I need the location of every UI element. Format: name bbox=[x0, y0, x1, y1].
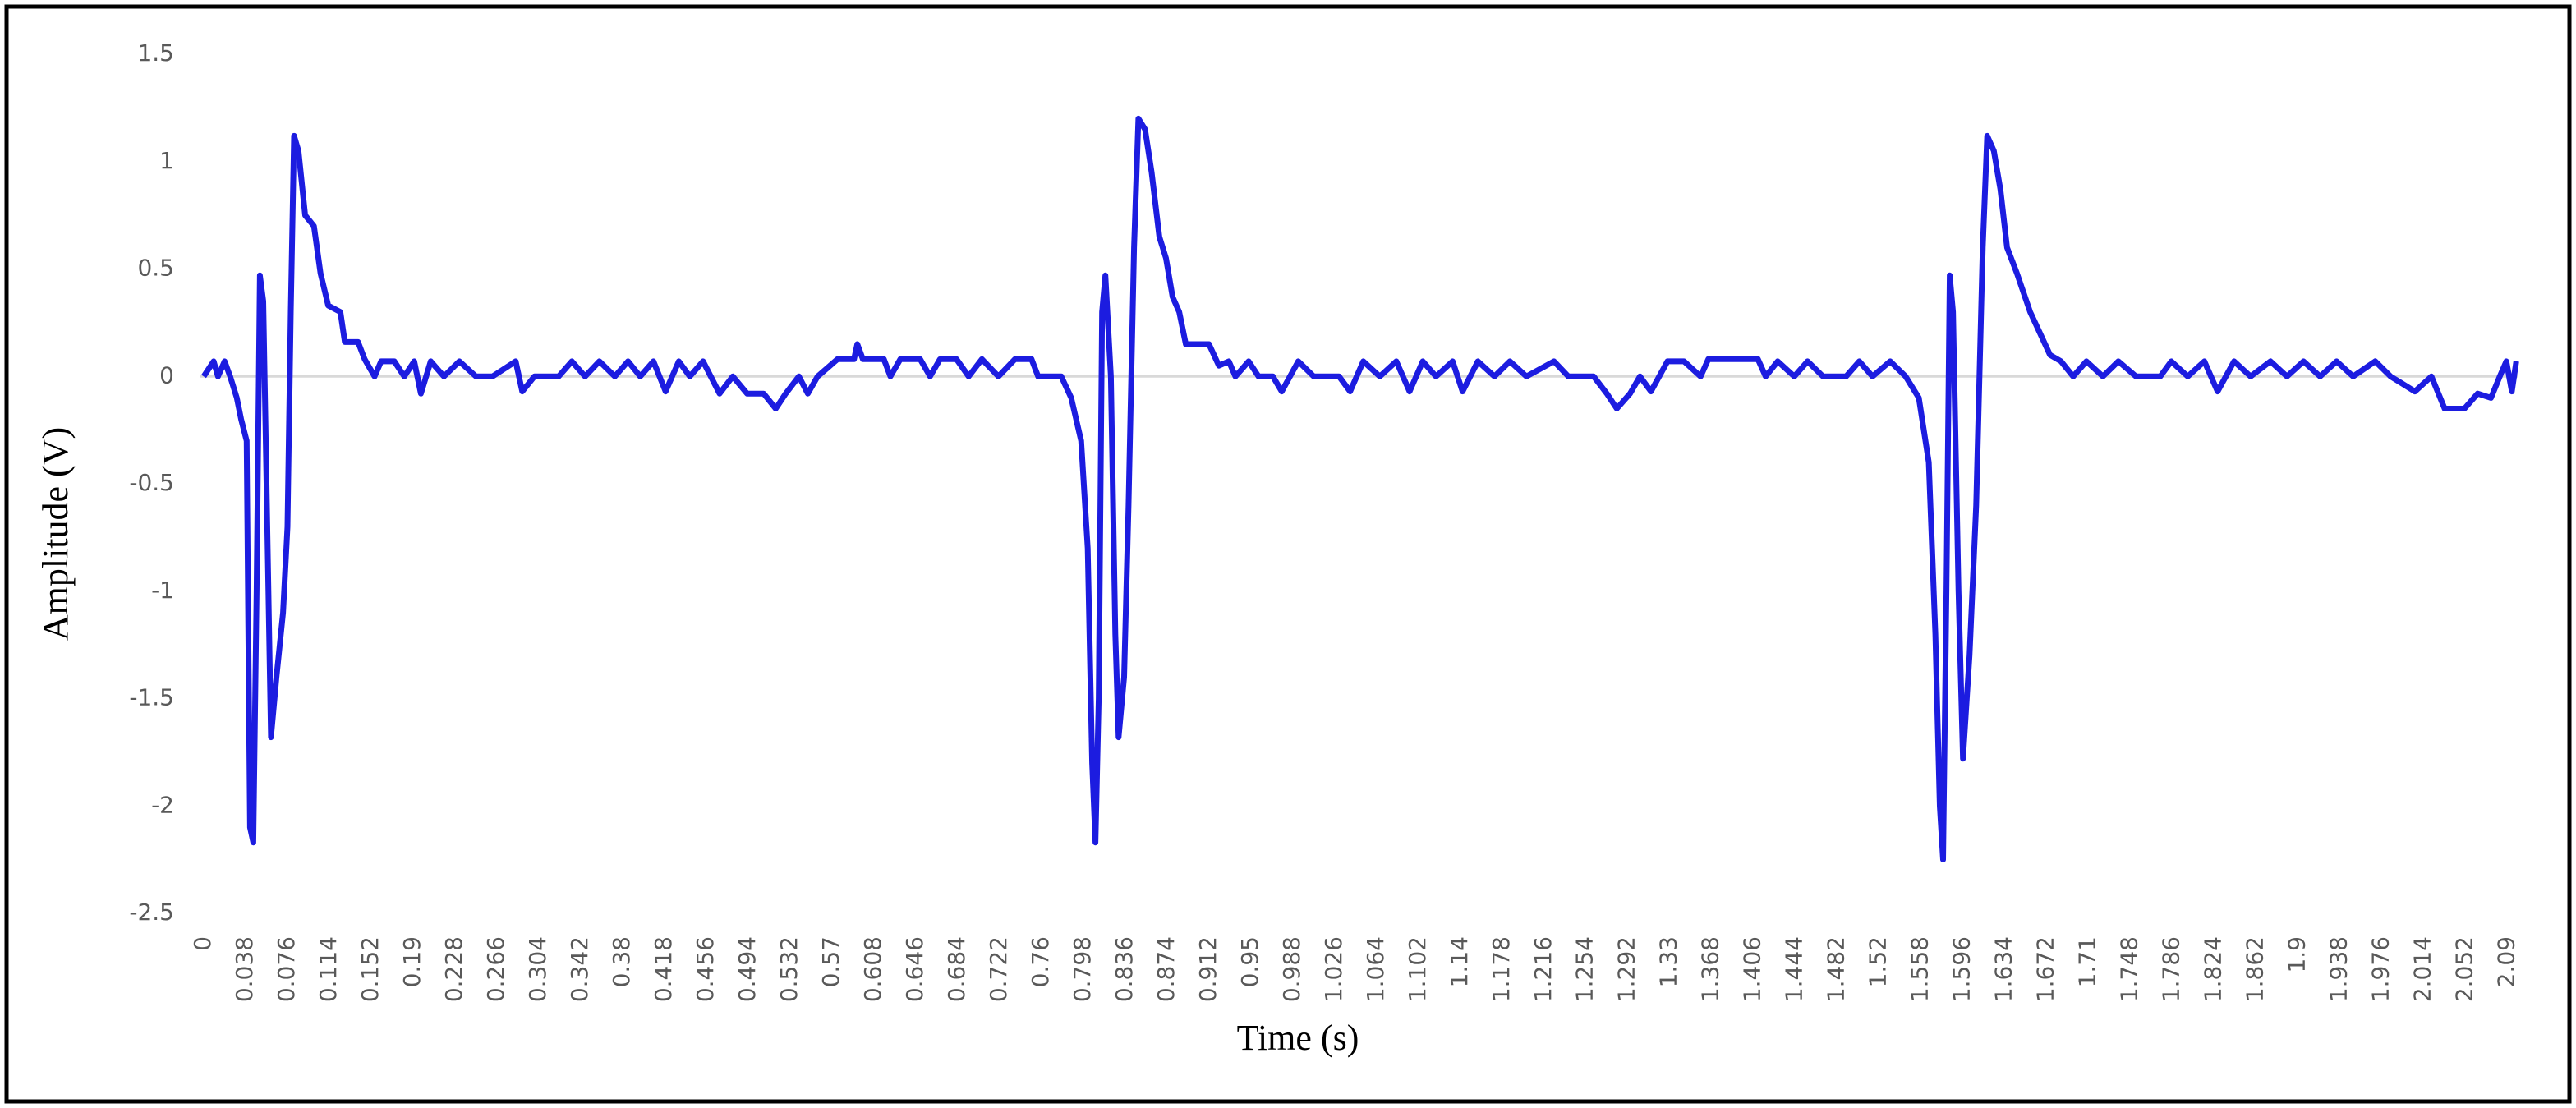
x-tick-label: 1.786 bbox=[2158, 936, 2185, 1002]
x-tick-label: 0.152 bbox=[356, 936, 384, 1002]
x-tick-label: 1.596 bbox=[1948, 936, 1976, 1002]
y-tick-label: -2.5 bbox=[129, 899, 174, 926]
y-tick-label: 0.5 bbox=[137, 255, 174, 282]
x-tick-label: 0 bbox=[189, 936, 216, 951]
x-tick-label: 1.862 bbox=[2242, 936, 2269, 1002]
y-tick-label: -1 bbox=[151, 577, 174, 604]
x-tick-label: 1.368 bbox=[1697, 936, 1724, 1002]
y-tick-label: 0 bbox=[159, 361, 174, 388]
x-tick-label: 0.456 bbox=[692, 936, 719, 1002]
x-tick-label: 1.102 bbox=[1404, 936, 1431, 1002]
x-tick-label: 0.608 bbox=[859, 936, 886, 1002]
x-tick-label: 0.38 bbox=[608, 936, 635, 987]
x-tick-label: 0.988 bbox=[1278, 936, 1305, 1002]
x-tick-label: 0.304 bbox=[524, 936, 551, 1002]
x-tick-label: 1.558 bbox=[1907, 936, 1934, 1002]
x-tick-label: 1.064 bbox=[1362, 936, 1389, 1002]
x-tick-label: 0.266 bbox=[482, 936, 509, 1002]
x-tick-label: 0.342 bbox=[566, 936, 593, 1002]
x-tick-label: 1.292 bbox=[1613, 936, 1640, 1002]
x-tick-label: 2.014 bbox=[2409, 936, 2436, 1002]
x-tick-label: 2.09 bbox=[2493, 936, 2520, 987]
x-tick-label: 1.748 bbox=[2116, 936, 2143, 1002]
x-tick-label: 0.418 bbox=[650, 936, 677, 1002]
x-tick-label: 0.646 bbox=[901, 936, 928, 1002]
x-tick-label: 1.938 bbox=[2325, 936, 2353, 1002]
x-tick-label: 2.052 bbox=[2451, 936, 2478, 1002]
x-tick-label: 0.722 bbox=[985, 936, 1012, 1002]
x-tick-label: 1.71 bbox=[2074, 936, 2101, 987]
x-tick-label: 1.406 bbox=[1739, 936, 1766, 1002]
x-tick-label: 0.836 bbox=[1111, 936, 1138, 1002]
x-tick-label: 1.672 bbox=[2032, 936, 2059, 1002]
y-axis-title: Amplitude (V) bbox=[35, 427, 76, 641]
x-tick-label: 0.532 bbox=[775, 936, 803, 1002]
x-tick-label: 1.14 bbox=[1446, 936, 1473, 987]
x-tick-label: 0.912 bbox=[1194, 936, 1221, 1002]
x-tick-label: 1.444 bbox=[1781, 936, 1808, 1002]
frame bbox=[4, 4, 2572, 1104]
x-tick-label: 1.976 bbox=[2367, 936, 2394, 1002]
y-tick-label: -1.5 bbox=[129, 684, 174, 711]
x-tick-label: 1.482 bbox=[1823, 936, 1850, 1002]
x-tick-label: 1.178 bbox=[1488, 936, 1515, 1002]
x-tick-label: 0.76 bbox=[1027, 936, 1054, 987]
x-tick-label: 0.076 bbox=[273, 936, 300, 1002]
x-axis-title: Time (s) bbox=[1237, 1018, 1359, 1058]
x-tick-label: 1.216 bbox=[1530, 936, 1557, 1002]
x-tick-label: 0.95 bbox=[1236, 936, 1263, 987]
x-tick-label: 0.038 bbox=[231, 936, 258, 1002]
x-tick-label: 0.684 bbox=[943, 936, 970, 1002]
x-tick-label: 1.52 bbox=[1865, 936, 1892, 987]
x-tick-label: 1.33 bbox=[1655, 936, 1682, 987]
x-tick-label: 0.874 bbox=[1152, 936, 1180, 1002]
x-tick-label: 0.494 bbox=[734, 936, 761, 1002]
x-tick-label: 1.254 bbox=[1571, 936, 1598, 1002]
x-tick-label: 0.228 bbox=[440, 936, 467, 1002]
x-tick-label: 0.19 bbox=[398, 936, 426, 987]
y-tick-label: 1.5 bbox=[137, 39, 174, 67]
x-tick-label: 1.026 bbox=[1320, 936, 1347, 1002]
x-tick-label: 0.798 bbox=[1069, 936, 1096, 1002]
x-tick-label: 1.634 bbox=[1990, 936, 2017, 1002]
y-tick-label: -0.5 bbox=[129, 469, 174, 496]
x-tick-label: 0.114 bbox=[315, 936, 342, 1002]
x-tick-label: 0.57 bbox=[817, 936, 844, 987]
y-tick-label: -2 bbox=[151, 791, 174, 818]
x-tick-label: 1.824 bbox=[2200, 936, 2227, 1002]
y-tick-label: 1 bbox=[159, 147, 174, 174]
x-tick-label: 1.9 bbox=[2284, 936, 2311, 973]
signal-line bbox=[201, 115, 2519, 863]
